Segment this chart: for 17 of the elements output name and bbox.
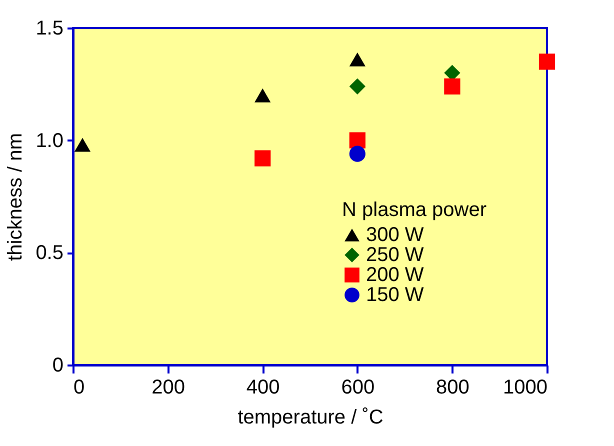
y-tick-label: 0 — [52, 354, 64, 376]
x-tick-label: 600 — [341, 376, 375, 398]
x-axis-title: temperature / ˚C — [238, 406, 384, 428]
y-tick-label: 0.5 — [36, 242, 64, 264]
y-axis-title: thickness / nm — [4, 133, 27, 261]
x-tick-label: 0 — [74, 376, 85, 398]
legend-title: N plasma power — [342, 199, 487, 221]
legend-label: 200 W — [366, 264, 424, 286]
y-tick-label: 1.5 — [36, 18, 64, 40]
x-tick-label: 1000 — [503, 376, 548, 398]
y-tick-label: 1.0 — [36, 130, 64, 152]
x-tick-label: 400 — [246, 376, 280, 398]
legend-label: 250 W — [366, 244, 424, 266]
x-tick-label: 200 — [152, 376, 185, 398]
x-tick-label: 800 — [436, 376, 470, 398]
legend-label: 300 W — [366, 224, 424, 246]
legend-label: 150 W — [366, 284, 424, 306]
